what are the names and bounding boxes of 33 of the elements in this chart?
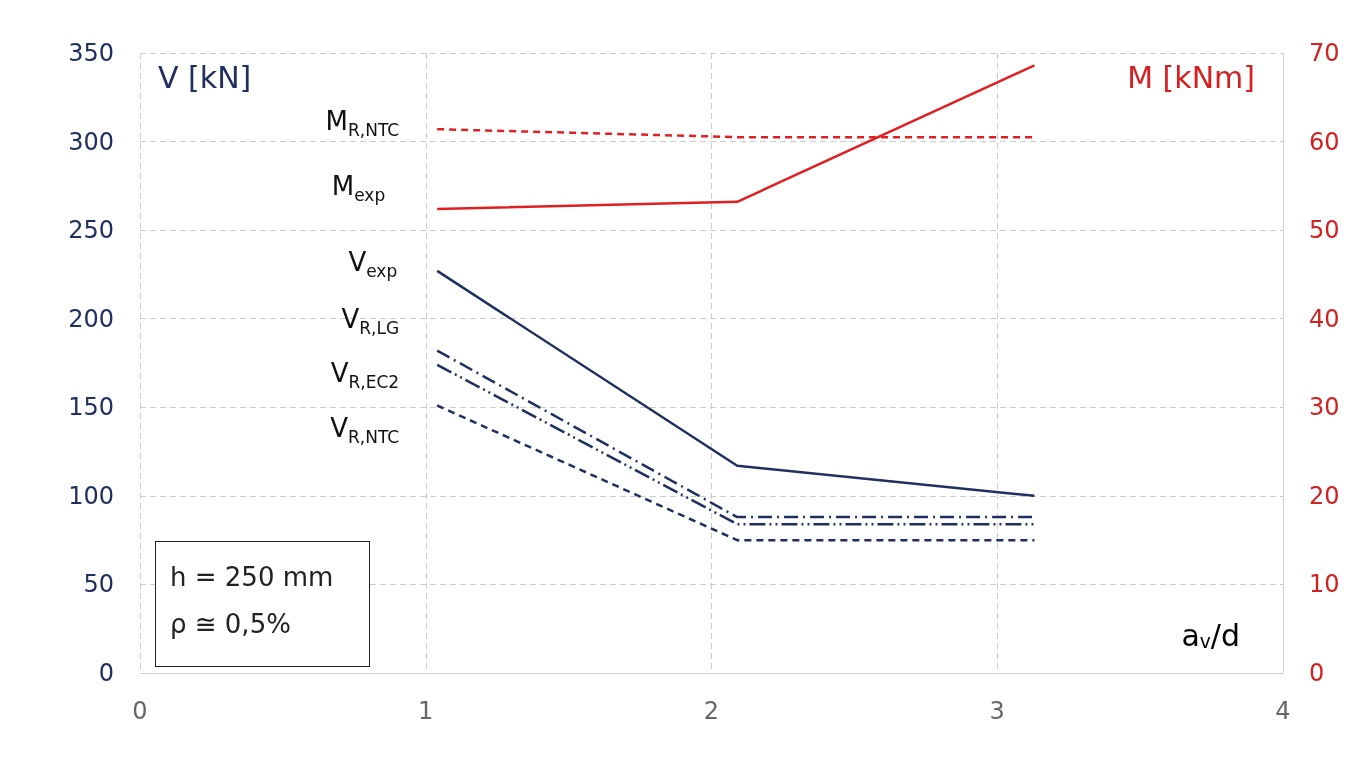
annotation: ρ ≅ 0,5% — [170, 608, 292, 641]
y-tick-label: 150 — [68, 393, 114, 422]
series-label: M$_{R,NTC}$ — [325, 105, 400, 143]
y-tick-label: 250 — [68, 216, 114, 245]
x-tick-label: 3 — [989, 697, 1005, 725]
y2-axis-title: M [kNm] — [1127, 59, 1256, 95]
y2-tick-label: 60 — [1309, 127, 1340, 156]
y2-tick-label: 0 — [1309, 659, 1325, 687]
y2-tick-label: 20 — [1309, 481, 1340, 510]
x-tick-label: 2 — [703, 697, 720, 725]
series-label: V$_{R,NTC}$ — [330, 411, 400, 449]
x-tick-label: 1 — [418, 697, 434, 725]
y-tick-label: 0 — [98, 659, 114, 687]
y-tick-label: 50 — [83, 570, 114, 599]
y-tick-label: 300 — [68, 127, 114, 156]
series-label: V$_{exp}$ — [348, 245, 398, 284]
x-tick-label: 4 — [1275, 697, 1291, 725]
series-label: V$_{R,LG}$ — [341, 302, 400, 340]
y-tick-label: 200 — [68, 304, 114, 333]
y2-tick-label: 50 — [1309, 216, 1340, 245]
y-tick-label: 100 — [68, 481, 114, 510]
text: M$_{exp}$ — [331, 169, 386, 208]
x-axis-title: av/d — [1181, 617, 1241, 653]
y-axis-title: V [kN] — [158, 59, 252, 95]
y2-tick-label: 70 — [1309, 39, 1340, 67]
y-tick-label: 350 — [68, 39, 114, 67]
y2-tick-label: 10 — [1309, 570, 1340, 599]
x-tick-label: 0 — [132, 697, 148, 725]
series-label: V$_{R,EC2}$ — [330, 356, 400, 394]
y2-tick-label: 30 — [1309, 393, 1340, 422]
note-box: h = 250 mm ρ ≅ 0,5% — [155, 541, 370, 667]
y2-tick-label: 40 — [1309, 304, 1340, 333]
annotation: h = 250 mm — [170, 561, 335, 594]
